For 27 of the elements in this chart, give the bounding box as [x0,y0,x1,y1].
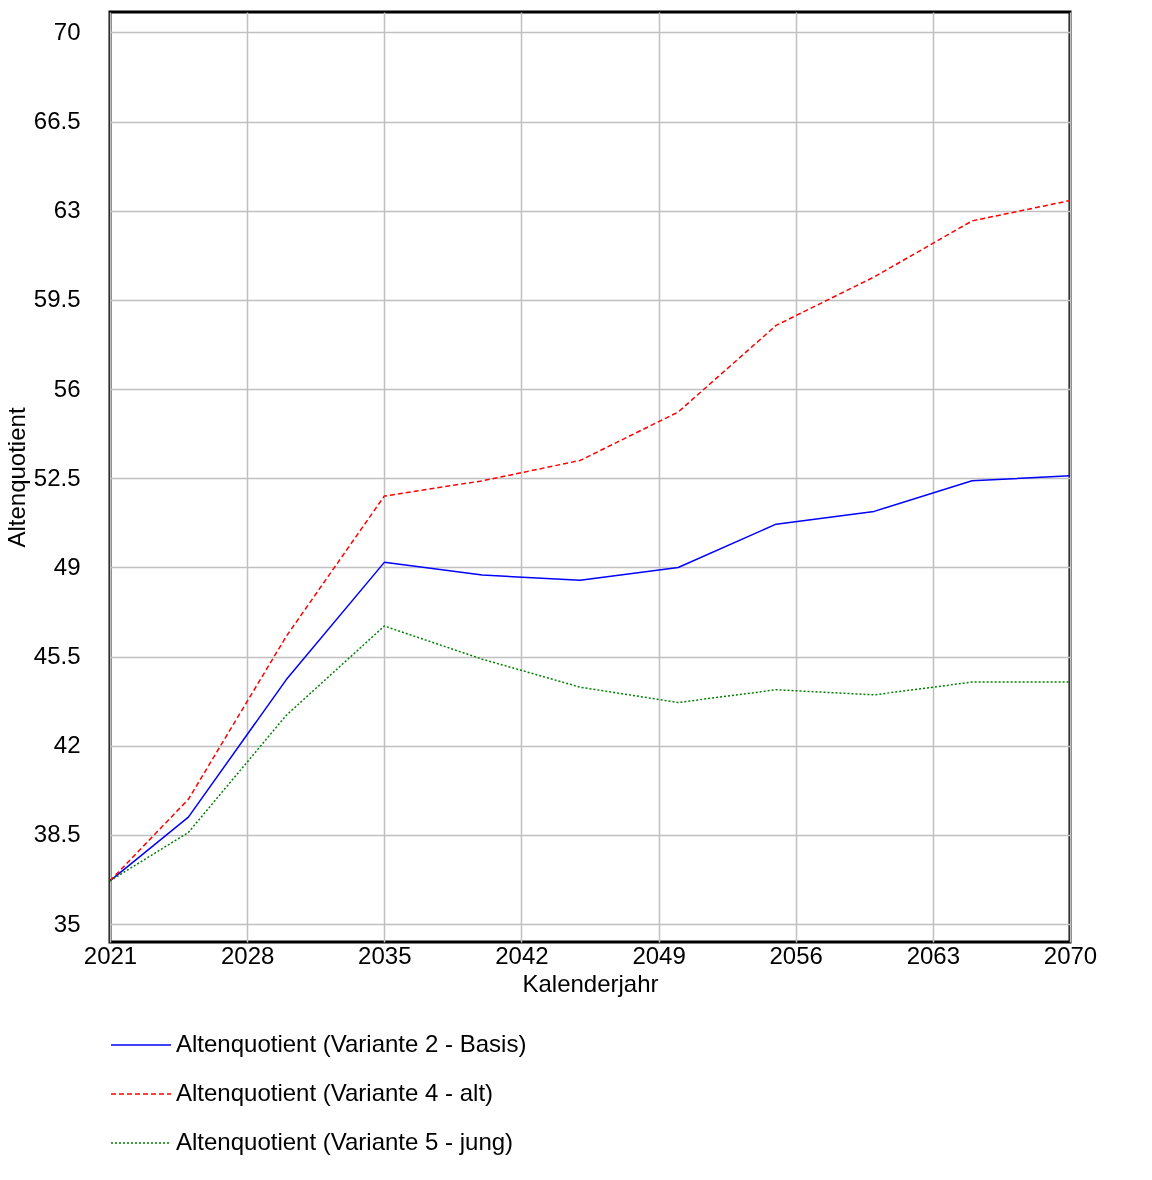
line-series [109,199,1071,882]
x-tick-label: 2070 [1043,941,1098,969]
y-tick-label: 45.5 [33,642,81,670]
legend-label: Altenquotient (Variante 5 - jung) [176,1128,514,1155]
y-tick-label: 63 [53,196,81,224]
y-tick-label: 35 [53,909,81,937]
y-axis-title: Altenquotient [2,407,30,548]
y-tick-label: 59.5 [33,285,81,313]
x-tick-label: 2056 [769,941,823,969]
legend-label: Altenquotient (Variante 2 - Basis) [176,1030,527,1057]
x-tick-label: 2021 [83,941,138,969]
y-tick-label: 52.5 [33,463,81,491]
legend-label: Altenquotient (Variante 4 - alt) [176,1079,494,1106]
x-tick-label: 2035 [358,941,412,969]
x-tick-label: 2049 [632,941,686,969]
x-axis-title: Kalenderjahr [522,969,659,997]
y-tick-label: 49 [53,552,81,580]
y-tick-label: 66.5 [33,107,81,135]
line-series [109,474,1071,882]
line-series [109,625,1071,882]
x-tick-label: 2028 [220,941,275,969]
y-tick-label: 42 [53,731,81,759]
y-tick-label: 70 [53,17,81,45]
x-tick-label: 2042 [495,941,549,969]
y-tick-label: 38.5 [33,820,81,848]
y-tick-label: 56 [53,374,81,402]
x-tick-label: 2063 [906,941,961,969]
